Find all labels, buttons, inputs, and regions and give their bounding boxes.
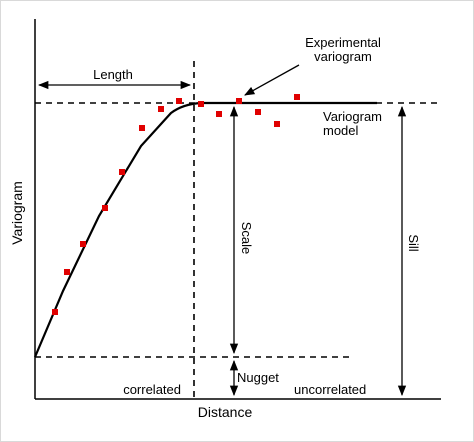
experimental-point <box>158 106 164 112</box>
model-label-line1: Variogram <box>323 109 382 124</box>
experimental-pointer-arrow <box>244 64 300 96</box>
experimental-point <box>64 269 70 275</box>
experimental-point <box>236 98 242 104</box>
experimental-point <box>80 241 86 247</box>
experimental-label-line2: variogram <box>314 49 372 64</box>
experimental-points <box>52 94 300 315</box>
variogram-model-curve <box>33 101 377 358</box>
experimental-point <box>274 121 280 127</box>
x-axis-label: Distance <box>198 404 253 420</box>
experimental-point <box>294 94 300 100</box>
experimental-point <box>102 205 108 211</box>
experimental-label-line1: Experimental <box>305 35 381 50</box>
uncorrelated-label: uncorrelated <box>294 382 366 397</box>
experimental-point <box>198 101 204 107</box>
experimental-point <box>216 111 222 117</box>
scale-label: Scale <box>239 222 254 255</box>
y-axis-label: Variogram <box>9 181 25 245</box>
sill-label: Sill <box>406 234 421 251</box>
nugget-label: Nugget <box>237 370 279 385</box>
experimental-point <box>119 169 125 175</box>
experimental-point <box>176 98 182 104</box>
experimental-point <box>52 309 58 315</box>
length-label: Length <box>93 67 133 82</box>
model-label-line2: model <box>323 123 359 138</box>
correlated-label: correlated <box>123 382 181 397</box>
experimental-point <box>139 125 145 131</box>
experimental-point <box>255 109 261 115</box>
